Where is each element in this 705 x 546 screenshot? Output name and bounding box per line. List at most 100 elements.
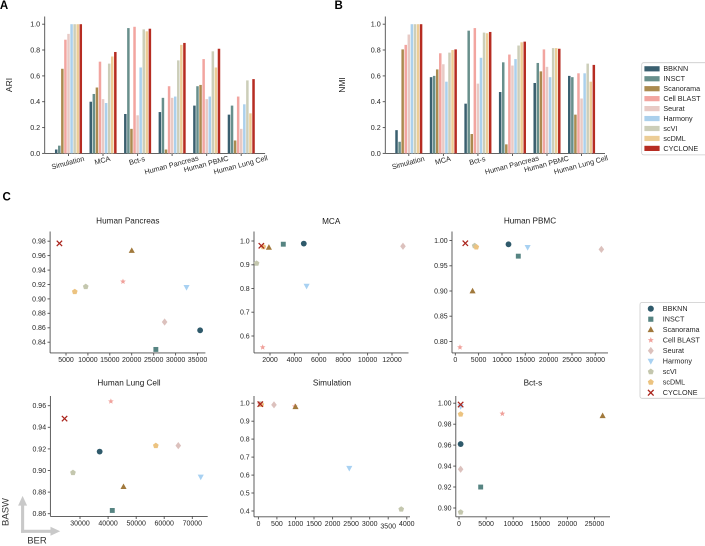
svg-text:0.6: 0.6 [30,71,40,80]
svg-text:1.0: 1.0 [240,238,250,245]
svg-text:60000: 60000 [154,521,174,528]
svg-text:BBKNN: BBKNN [663,304,688,313]
svg-text:0.9: 0.9 [240,419,250,426]
svg-text:Human Pancreas: Human Pancreas [96,217,159,226]
svg-text:5000: 5000 [471,357,487,364]
svg-text:40000: 40000 [98,521,118,528]
svg-text:scVI: scVI [663,124,677,133]
svg-text:0: 0 [453,357,457,364]
svg-text:Harmony: Harmony [663,114,693,123]
svg-text:0.7: 0.7 [240,455,250,462]
svg-text:0.6: 0.6 [240,333,250,340]
svg-text:3500: 3500 [380,523,396,530]
svg-text:Cell BLAST: Cell BLAST [663,94,701,103]
svg-text:25000: 25000 [585,521,605,528]
svg-text:MCA: MCA [434,154,452,167]
svg-text:BASW: BASW [1,498,12,526]
svg-text:5000: 5000 [58,357,74,364]
svg-text:15000: 15000 [100,357,120,364]
svg-text:0.98: 0.98 [32,239,46,246]
svg-text:INSCT: INSCT [663,74,685,83]
svg-text:Bct-s: Bct-s [468,154,487,167]
svg-text:3000: 3000 [362,521,378,528]
svg-text:0.90: 0.90 [438,505,452,512]
svg-text:6000: 6000 [311,357,327,364]
svg-text:15000: 15000 [516,357,536,364]
svg-text:25000: 25000 [562,357,582,364]
svg-text:50000: 50000 [126,521,146,528]
svg-text:1.00: 1.00 [434,238,448,245]
svg-text:Bct-s: Bct-s [524,379,543,388]
svg-text:0.2: 0.2 [30,123,40,132]
svg-text:2000: 2000 [262,357,278,364]
svg-text:30000: 30000 [70,521,90,528]
svg-text:scVI: scVI [663,367,677,376]
svg-text:2000: 2000 [325,521,341,528]
svg-text:0.8: 0.8 [240,286,250,293]
svg-text:10000: 10000 [492,357,512,364]
svg-text:0.90: 0.90 [32,296,46,303]
svg-text:0.88: 0.88 [32,490,46,497]
svg-text:Scanorama: Scanorama [663,84,700,93]
svg-text:0.86: 0.86 [32,325,46,332]
svg-text:25000: 25000 [144,357,164,364]
svg-text:BER: BER [27,536,47,546]
svg-text:Scanorama: Scanorama [663,325,700,334]
svg-text:0.8: 0.8 [371,45,381,54]
svg-text:0.7: 0.7 [240,310,250,317]
svg-text:12000: 12000 [382,357,402,364]
svg-text:scDML: scDML [663,134,685,143]
svg-text:1500: 1500 [306,521,322,528]
svg-text:0.4: 0.4 [240,508,250,515]
svg-text:4000: 4000 [399,521,415,528]
svg-text:Cell BLAST: Cell BLAST [663,336,701,345]
svg-text:0.96: 0.96 [32,253,46,260]
svg-text:0.2: 0.2 [371,123,381,132]
svg-text:BBKNN: BBKNN [663,64,688,73]
svg-text:1.0: 1.0 [30,20,40,29]
svg-text:CYCLONE: CYCLONE [663,144,698,153]
svg-text:0.92: 0.92 [32,446,46,453]
svg-text:1.00: 1.00 [438,401,452,408]
svg-text:5000: 5000 [478,521,494,528]
svg-text:0.92: 0.92 [438,484,452,491]
svg-text:ARI: ARI [4,78,14,92]
svg-text:Bct-s: Bct-s [128,154,147,167]
svg-text:C: C [3,192,11,204]
svg-text:20000: 20000 [558,521,578,528]
svg-text:500: 500 [271,521,283,528]
svg-text:1.0: 1.0 [371,20,381,29]
svg-text:0.90: 0.90 [434,288,448,295]
svg-text:0.8: 0.8 [240,437,250,444]
svg-text:0.95: 0.95 [434,263,448,270]
svg-text:0.85: 0.85 [434,314,448,321]
svg-text:0.80: 0.80 [434,339,448,346]
svg-text:1000: 1000 [288,521,304,528]
svg-text:0.94: 0.94 [32,425,46,432]
svg-text:MCA: MCA [93,154,111,167]
svg-text:8000: 8000 [335,357,351,364]
svg-text:0.94: 0.94 [438,464,452,471]
svg-text:2500: 2500 [343,521,359,528]
svg-text:B: B [335,0,343,12]
svg-text:0.96: 0.96 [32,403,46,410]
svg-text:scDML: scDML [663,378,685,387]
svg-text:0.96: 0.96 [438,443,452,450]
svg-text:20000: 20000 [539,357,559,364]
svg-text:A: A [0,0,8,12]
svg-text:Human PBMC: Human PBMC [504,217,556,226]
svg-text:15000: 15000 [531,521,551,528]
svg-text:30000: 30000 [166,357,186,364]
svg-text:0.4: 0.4 [30,97,40,106]
svg-text:0.86: 0.86 [32,511,46,518]
svg-text:0.0: 0.0 [30,149,40,158]
svg-text:0.88: 0.88 [32,311,46,318]
svg-text:70000: 70000 [183,521,203,528]
svg-text:MCA: MCA [322,217,341,226]
svg-text:0.6: 0.6 [371,71,381,80]
svg-text:0.0: 0.0 [371,149,381,158]
svg-text:Harmony: Harmony [663,357,693,366]
svg-text:NMI: NMI [337,77,347,93]
svg-text:0: 0 [457,521,461,528]
svg-text:4000: 4000 [287,357,303,364]
